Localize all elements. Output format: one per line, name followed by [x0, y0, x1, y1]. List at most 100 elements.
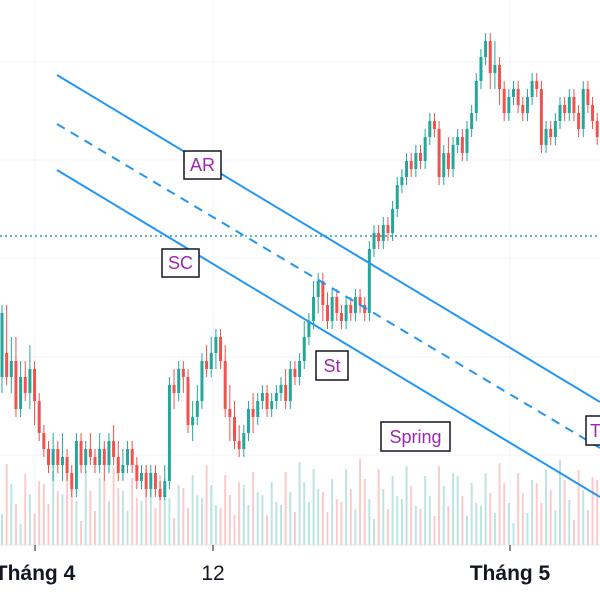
candle-body	[33, 369, 37, 401]
candle-body	[521, 105, 525, 113]
candle-body	[270, 401, 274, 409]
volume-bar	[484, 473, 487, 545]
volume-bar	[94, 511, 96, 545]
volume-bar	[414, 506, 417, 545]
annotation-st[interactable]: St	[315, 350, 349, 381]
volume-bar	[121, 491, 124, 545]
candle-body	[130, 449, 134, 465]
volume-bar	[479, 506, 482, 545]
volume-bar	[363, 479, 366, 545]
candle-body	[116, 457, 120, 473]
candle-body	[381, 225, 385, 241]
candle-body	[47, 449, 50, 465]
volume-bar	[326, 512, 329, 545]
annotation-label: AR	[190, 155, 215, 175]
candle-body	[9, 361, 13, 377]
annotation-label: St	[323, 356, 340, 376]
volume-bar	[433, 516, 436, 545]
candle-body	[149, 473, 153, 489]
candle-body	[84, 449, 88, 465]
volume-bar	[238, 482, 241, 545]
volume-bar	[80, 521, 83, 545]
volume-bar	[382, 489, 385, 545]
candle-body	[470, 113, 474, 129]
volume-bar	[331, 479, 334, 545]
candle-body	[428, 121, 432, 137]
volume-bar	[340, 502, 343, 545]
volume-bar	[405, 466, 408, 545]
candle-body	[493, 65, 497, 73]
candle-body	[191, 417, 195, 425]
x-tick-label: Tháng 4	[0, 562, 76, 585]
volume-bar	[373, 519, 375, 545]
candle-body	[558, 105, 562, 121]
candle-body	[572, 97, 576, 113]
candle-body	[181, 369, 185, 377]
candle-body	[88, 449, 92, 457]
volume-bar	[582, 490, 585, 545]
candle-body	[451, 145, 455, 169]
volume-bar	[317, 489, 320, 545]
channel[interactable]	[56, 74, 600, 498]
candle-body	[37, 401, 41, 433]
candle-body	[158, 489, 162, 497]
volume-bar	[400, 499, 403, 545]
volume-bar	[470, 483, 473, 545]
volume-bar	[256, 492, 259, 545]
candle-body	[246, 409, 250, 433]
annotation-sc[interactable]: SC	[161, 248, 200, 278]
volume-bar	[280, 505, 282, 545]
candle-body	[135, 465, 139, 481]
annotation-ar[interactable]: AR	[183, 150, 222, 180]
candle-body	[260, 393, 264, 401]
candle-body	[549, 129, 553, 137]
channel-lower-line[interactable]	[56, 169, 600, 498]
candle-body	[409, 161, 413, 169]
volume-bar	[187, 508, 189, 545]
volume-bar	[47, 504, 50, 545]
candle-body	[107, 441, 111, 465]
candle-body	[530, 81, 534, 97]
volume-bar	[349, 489, 352, 545]
volume-bar	[540, 503, 543, 545]
candle-body	[456, 137, 460, 145]
volume-bar	[24, 474, 27, 545]
candle-body	[200, 361, 204, 401]
volume-bar	[149, 488, 152, 545]
candle-body	[363, 305, 367, 313]
candle-body	[326, 305, 329, 321]
volume-bar	[428, 496, 431, 545]
candle-body	[474, 81, 478, 113]
candle-body	[5, 353, 9, 377]
volume-bar	[252, 472, 255, 545]
volume-bar	[38, 481, 41, 545]
volume-bar	[303, 482, 306, 545]
candle-body	[302, 337, 306, 361]
candle-body	[65, 457, 69, 473]
channel-upper-line[interactable]	[56, 74, 600, 403]
volume-bar	[368, 499, 371, 545]
candle-body	[288, 369, 292, 401]
volume-bar	[354, 509, 357, 545]
candle-body	[586, 89, 590, 105]
candle-body	[358, 297, 362, 305]
annotation-spring[interactable]: Spring	[380, 421, 451, 452]
candle-body	[591, 105, 595, 121]
candle-body	[265, 393, 269, 409]
candle-body	[70, 473, 74, 489]
candle-body	[51, 449, 55, 465]
volume-bar	[447, 506, 450, 545]
volume-bar	[591, 477, 594, 545]
volume-bar	[168, 498, 171, 545]
volume-bar	[466, 516, 468, 545]
candle-body	[237, 441, 241, 449]
volume-bar	[200, 498, 203, 545]
annotation-box	[585, 415, 600, 446]
candle-body	[23, 377, 27, 393]
candle-body	[553, 121, 557, 137]
volume-bar	[396, 496, 399, 545]
annotation-t[interactable]: T	[585, 415, 600, 446]
candle-body	[484, 41, 488, 57]
volume-bar	[233, 515, 236, 545]
